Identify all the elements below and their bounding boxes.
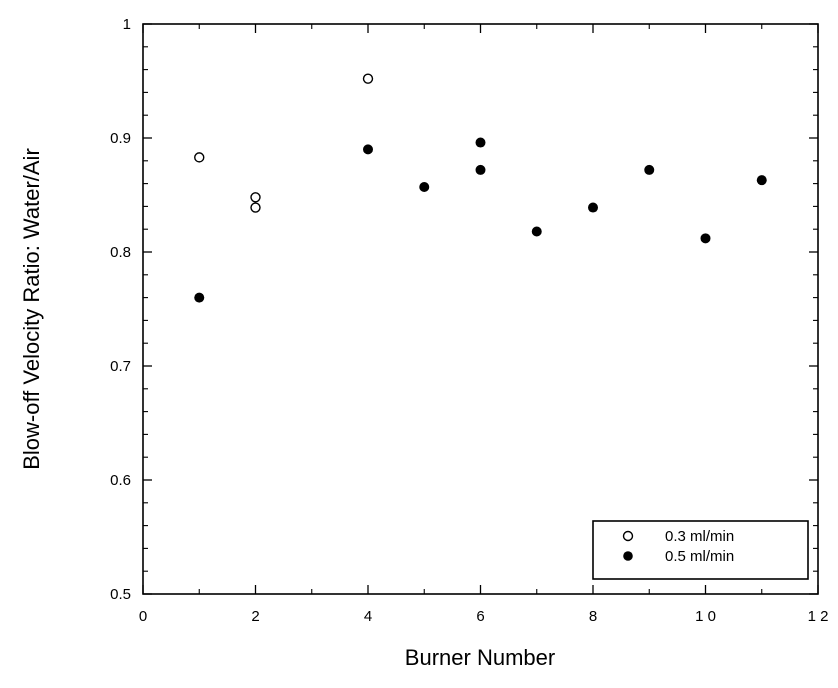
legend: 0.3 ml/min 0.5 ml/min <box>592 520 809 580</box>
x-axis-title: Burner Number <box>405 645 555 670</box>
data-points <box>194 73 767 303</box>
y-tick-label: 0.9 <box>110 130 131 147</box>
legend-marker-filled-circle-icon <box>623 551 633 561</box>
legend-label-series-2: 0.5 ml/min <box>665 548 734 565</box>
x-tick-label: 8 <box>589 608 597 625</box>
filled-circle-point-series-2 <box>475 137 486 148</box>
open-circle-point-series-1 <box>250 192 261 203</box>
y-tick-label: 0.7 <box>110 358 131 375</box>
y-axis-title: Blow-off Velocity Ratio: Water/Air <box>19 148 44 470</box>
legend-label-series-1: 0.3 ml/min <box>665 528 734 545</box>
open-circle-point-series-1 <box>362 73 374 84</box>
filled-circle-point-series-2 <box>363 144 373 155</box>
x-tick-label: 4 <box>364 608 372 625</box>
y-tick-label: 1 <box>123 16 131 33</box>
y-tick-label: 0.5 <box>110 586 131 603</box>
x-tick-label: 2 <box>251 608 259 625</box>
x-tick-label: 6 <box>476 608 484 625</box>
x-tick-label: 0 <box>139 608 147 625</box>
plot-frame <box>142 23 819 595</box>
filled-circle-point-series-2 <box>700 233 711 244</box>
legend-marker-open-circle-icon <box>622 530 634 542</box>
filled-circle-point-series-2 <box>475 164 486 175</box>
filled-circle-point-series-2 <box>419 182 430 193</box>
axis-ticks <box>142 23 819 595</box>
legend-box <box>592 520 809 580</box>
y-tick-label: 0.6 <box>110 472 131 489</box>
filled-circle-point-series-2 <box>194 292 205 303</box>
filled-circle-point-series-2 <box>588 202 598 213</box>
filled-circle-point-series-2 <box>644 164 655 175</box>
axis-tick-labels: 0 2 4 6 8 1 0 1 2 0.5 0.6 0.7 0.8 0.9 1 <box>110 16 828 625</box>
filled-circle-point-series-2 <box>531 226 542 237</box>
filled-circle-point-series-2 <box>756 175 767 186</box>
open-circle-point-series-1 <box>194 152 205 163</box>
y-tick-label: 0.8 <box>110 244 131 261</box>
x-tick-label: 1 0 <box>695 608 716 625</box>
open-circle-point-series-1 <box>250 202 261 213</box>
x-tick-label: 1 2 <box>808 608 829 625</box>
